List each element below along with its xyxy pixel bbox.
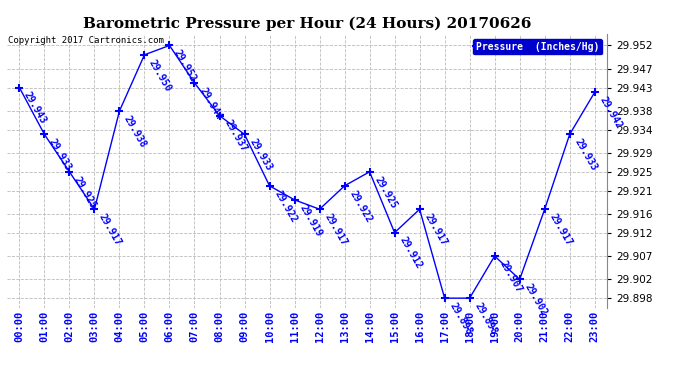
Pressure  (Inches/Hg) [366,170,374,174]
Text: 29.942: 29.942 [598,95,624,130]
Text: 29.907: 29.907 [497,259,524,294]
Text: 29.898: 29.898 [473,301,499,336]
Pressure  (Inches/Hg) [466,296,474,300]
Text: 29.938: 29.938 [122,114,148,149]
Text: 29.922: 29.922 [347,189,373,224]
Text: 29.912: 29.912 [397,236,424,271]
Pressure  (Inches/Hg) [290,198,299,202]
Pressure  (Inches/Hg) [515,277,524,282]
Pressure  (Inches/Hg) [115,109,124,113]
Text: 29.944: 29.944 [197,86,224,121]
Pressure  (Inches/Hg) [591,90,599,94]
Text: 29.950: 29.950 [147,58,173,93]
Pressure  (Inches/Hg) [190,81,199,85]
Pressure  (Inches/Hg) [240,132,248,136]
Text: 29.917: 29.917 [97,212,124,248]
Pressure  (Inches/Hg) [440,296,449,300]
Text: 29.925: 29.925 [373,175,399,210]
Text: 29.919: 29.919 [297,202,324,238]
Pressure  (Inches/Hg) [540,207,549,212]
Text: 29.952: 29.952 [172,48,199,84]
Text: 29.925: 29.925 [72,175,99,210]
Pressure  (Inches/Hg) [215,113,224,118]
Text: 29.917: 29.917 [422,212,448,248]
Pressure  (Inches/Hg) [315,207,324,212]
Pressure  (Inches/Hg) [40,132,48,136]
Pressure  (Inches/Hg) [140,53,148,57]
Text: 29.922: 29.922 [273,189,299,224]
Text: 29.933: 29.933 [247,137,273,172]
Pressure  (Inches/Hg) [566,132,574,136]
Pressure  (Inches/Hg) [66,170,74,174]
Pressure  (Inches/Hg) [166,43,174,48]
Text: 29.937: 29.937 [222,118,248,154]
Line: Pressure  (Inches/Hg): Pressure (Inches/Hg) [15,41,599,302]
Pressure  (Inches/Hg) [90,207,99,212]
Pressure  (Inches/Hg) [491,254,499,258]
Text: 29.917: 29.917 [322,212,348,248]
Text: 29.898: 29.898 [447,301,473,336]
Pressure  (Inches/Hg) [415,207,424,212]
Text: Copyright 2017 Cartronics.com: Copyright 2017 Cartronics.com [8,36,164,45]
Title: Barometric Pressure per Hour (24 Hours) 20170626: Barometric Pressure per Hour (24 Hours) … [83,17,531,31]
Text: 29.933: 29.933 [47,137,73,172]
Pressure  (Inches/Hg) [266,184,274,188]
Pressure  (Inches/Hg) [340,184,348,188]
Pressure  (Inches/Hg) [391,230,399,235]
Legend: Pressure  (Inches/Hg): Pressure (Inches/Hg) [473,39,602,54]
Text: 29.943: 29.943 [22,90,48,126]
Text: 29.902: 29.902 [522,282,549,318]
Pressure  (Inches/Hg) [15,86,23,90]
Text: 29.917: 29.917 [547,212,573,248]
Text: 29.933: 29.933 [573,137,599,172]
